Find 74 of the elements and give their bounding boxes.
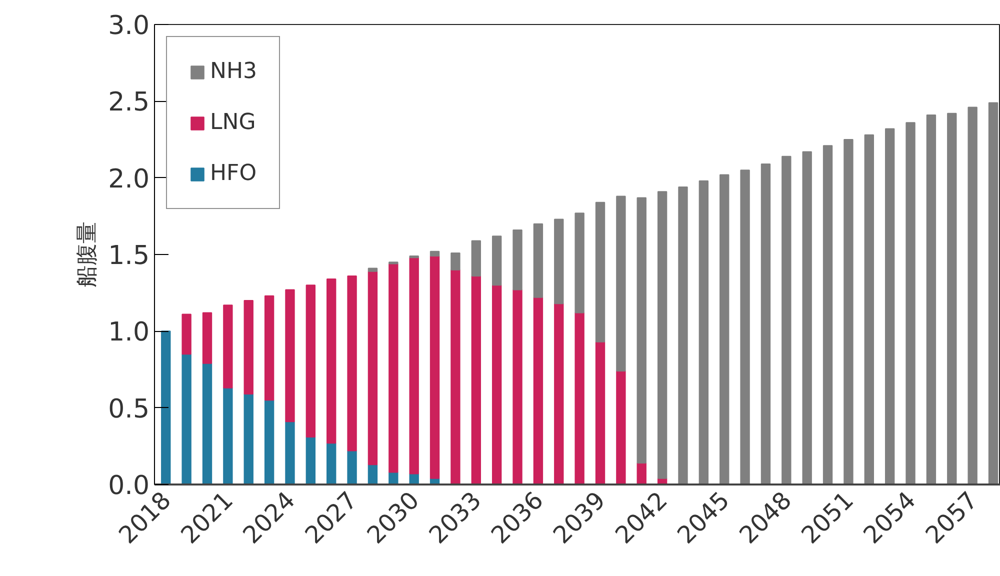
bar [430, 250, 440, 257]
y-axis-title: 船腹量 [75, 222, 100, 288]
bar [388, 263, 398, 473]
y-tick-label: 1.0 [108, 318, 150, 348]
bar [947, 112, 957, 484]
bar [202, 312, 212, 364]
bar [595, 202, 606, 342]
legend-label: LNG [210, 110, 256, 135]
legend-label: NH3 [210, 59, 257, 84]
bar [285, 421, 295, 484]
bar [884, 128, 895, 484]
bar [574, 312, 584, 484]
bar [822, 145, 833, 484]
bar [968, 106, 978, 484]
bar [223, 387, 233, 484]
bar [512, 229, 522, 290]
bar [326, 278, 336, 444]
bar [782, 156, 792, 484]
bar [864, 134, 874, 484]
bar [306, 284, 316, 438]
bar [450, 269, 460, 484]
y-tick-label: 0.5 [108, 394, 150, 424]
bar [844, 139, 854, 484]
bar [264, 295, 274, 401]
bar [244, 394, 254, 484]
y-tick-label: 1.5 [108, 241, 150, 271]
y-tick-label: 3.0 [108, 11, 150, 41]
bar [326, 442, 336, 484]
bar [740, 170, 750, 484]
bar [368, 270, 378, 466]
bar [988, 102, 998, 484]
bar [264, 400, 274, 484]
bar [409, 257, 419, 474]
bar [554, 218, 564, 304]
bar [616, 196, 626, 372]
bar [595, 341, 606, 484]
bar [492, 284, 502, 484]
bar [636, 462, 646, 484]
bar [430, 256, 440, 479]
bar [554, 303, 564, 484]
bar [698, 180, 709, 484]
bar [244, 300, 254, 395]
bar [285, 289, 295, 422]
bar [347, 450, 357, 484]
bar [678, 186, 688, 484]
y-tick-label: 0.0 [108, 471, 150, 501]
bar [906, 122, 916, 484]
bar [802, 151, 812, 484]
bar [760, 164, 771, 484]
bar [616, 370, 626, 484]
bar [636, 197, 646, 464]
y-tick-label: 2.0 [108, 164, 150, 194]
bar [347, 275, 357, 452]
bar [471, 240, 481, 276]
bar [512, 289, 522, 484]
bar [450, 252, 460, 270]
bar [388, 472, 398, 484]
bar [182, 354, 192, 484]
bar [926, 114, 936, 484]
bar [471, 275, 481, 484]
bar [574, 212, 584, 314]
bar [492, 236, 502, 286]
bar [223, 304, 233, 388]
bar [720, 174, 730, 484]
bar [368, 268, 378, 272]
bar [306, 436, 316, 484]
y-tick-label: 2.5 [108, 88, 150, 118]
bar [657, 191, 668, 479]
bar [161, 330, 171, 484]
bar [202, 362, 212, 484]
bar [182, 314, 192, 355]
bar [533, 296, 544, 484]
legend-label: HFO [210, 161, 257, 186]
bar [533, 223, 544, 298]
